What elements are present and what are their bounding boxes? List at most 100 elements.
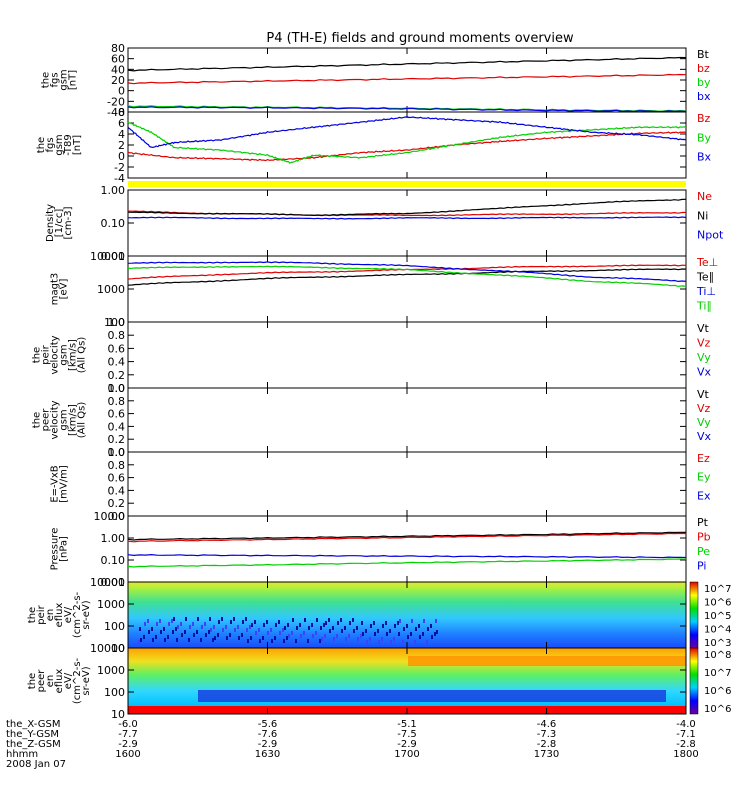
panel-temp: 10000 1000 100 magt3[eV] Te⊥ Te∥Ti⊥ Ti∥: [50, 250, 719, 329]
series-Te∥: [127, 268, 687, 286]
spectrogram-cell: [320, 626, 322, 630]
spectrogram-cell: [255, 631, 257, 635]
spectrogram-cell: [360, 634, 362, 638]
spectrogram-cell: [279, 631, 281, 635]
spectrogram-cell: [148, 630, 150, 634]
spectrogram-cell: [324, 634, 326, 638]
y-axis-label: eflux: [54, 669, 65, 694]
spectrogram-cell: [217, 633, 219, 637]
y-axis-label: eflux: [54, 603, 65, 628]
y-tick-label: 0.8: [108, 395, 126, 408]
series-By: [127, 121, 687, 164]
series-Pb: [127, 532, 687, 543]
y-tick-label: 0.01: [101, 250, 126, 263]
spectrogram-cell: [159, 619, 161, 623]
panel-frame: [127, 515, 687, 583]
series-Pt: [127, 531, 687, 541]
spectrogram-cell: [337, 621, 339, 625]
y-axis-label: the: [27, 607, 38, 623]
bottom-row-value: 1800: [673, 749, 698, 760]
spectrogram-cell: [415, 627, 417, 631]
panel-frame: [127, 321, 687, 389]
panel-peer_vel: 1.00.80.60.40.20.0thepeervelocitygsm[km/…: [32, 382, 712, 459]
y-axis-label: magt3: [50, 273, 61, 306]
legend-entry: Vx: [697, 430, 712, 443]
bottom-row-value: -2.8: [676, 739, 696, 750]
bottom-row-value: -4.0: [676, 719, 696, 730]
legend-entry: bx: [697, 90, 711, 103]
bottom-row-value: -7.1: [676, 729, 696, 740]
bottom-row-value: -2.9: [258, 739, 278, 750]
y-tick-label: 10: [111, 708, 125, 721]
spectrogram-cell: [292, 618, 294, 622]
y-tick-label: 0.8: [108, 329, 126, 342]
spectrogram-cell: [291, 631, 293, 635]
y-axis-label: fgs: [45, 137, 56, 152]
legend-entry: Bx: [697, 151, 712, 164]
spectrogram-cell: [366, 640, 368, 644]
spectrogram-cell: [349, 621, 351, 625]
y-axis-label: E=-VxB: [50, 465, 61, 502]
y-axis-label: the: [32, 347, 43, 363]
spectrogram-cell: [185, 617, 187, 621]
colorbar-label: 10^5: [704, 611, 731, 622]
spectrogram-cell: [212, 638, 214, 642]
spectrogram-cell: [378, 640, 380, 644]
spectrogram-cell: [357, 637, 359, 641]
panel-frame: [127, 451, 687, 517]
y-axis-label: en: [45, 609, 56, 622]
series-Pi: [127, 553, 687, 559]
spectrogram-cell: [196, 630, 198, 634]
y-tick-label: 10000: [90, 642, 125, 655]
spectrogram-cell: [381, 637, 383, 641]
spectrogram-cell: [147, 619, 149, 623]
y-tick-label: 80: [111, 42, 125, 55]
spectrogram-cell: [328, 618, 330, 622]
spectrogram-cell: [163, 627, 165, 631]
spectrogram-cell: [406, 624, 408, 628]
spectrogram-cell: [249, 625, 251, 629]
spectrogram-cell: [218, 620, 220, 624]
spectrogram-cell: [171, 619, 173, 623]
spectrogram-cell: [418, 624, 420, 628]
spectrogram-cell: [329, 629, 331, 633]
legend-entry: Ne: [697, 190, 712, 203]
spectrogram-cell: [370, 624, 372, 628]
panel-frame: [127, 111, 687, 179]
spectrogram-cell: [209, 617, 211, 621]
y-axis-label: peer: [41, 408, 52, 432]
spectrogram-cell: [234, 628, 236, 632]
spectrogram-cell: [229, 633, 231, 637]
series-Npot: [127, 216, 687, 220]
spectrogram-cell: [402, 640, 404, 644]
y-tick-label: 10: [111, 642, 125, 655]
spectrogram-cell: [151, 627, 153, 631]
spectrogram-cell: [282, 628, 284, 632]
spectrogram-cell: [422, 632, 424, 636]
spectrogram-cell: [397, 621, 399, 625]
spectrogram-cell: [295, 639, 297, 643]
y-tick-label: 20: [111, 74, 125, 87]
spectrogram-cell: [410, 632, 412, 636]
legend-entry: bz: [697, 62, 710, 75]
bottom-row-value: -2.9: [397, 739, 417, 750]
series-Bt: [127, 56, 687, 72]
figure-title: P4 (TH-E) fields and ground moments over…: [266, 31, 574, 46]
y-axis-label: [cm-3]: [63, 206, 74, 239]
y-axis-label: en: [45, 675, 56, 688]
series-Ti⊥: [127, 261, 687, 283]
legend-entry: Ni: [697, 209, 708, 222]
spectrogram-cell: [144, 622, 146, 626]
y-tick-label: 10000: [90, 250, 125, 263]
y-tick-label: 10000: [90, 576, 125, 589]
date-label: 2008 Jan 07: [6, 759, 66, 770]
colorbar-label: 10^7: [704, 668, 731, 679]
spectrogram-cell: [336, 634, 338, 638]
legend-entry: Bt: [697, 48, 710, 61]
spectrogram-cell: [283, 639, 285, 643]
y-tick-label: 0.2: [108, 369, 126, 382]
spectrogram-cell: [299, 623, 301, 627]
spectrogram-cell: [340, 618, 342, 622]
spectrogram-cell: [362, 632, 364, 636]
